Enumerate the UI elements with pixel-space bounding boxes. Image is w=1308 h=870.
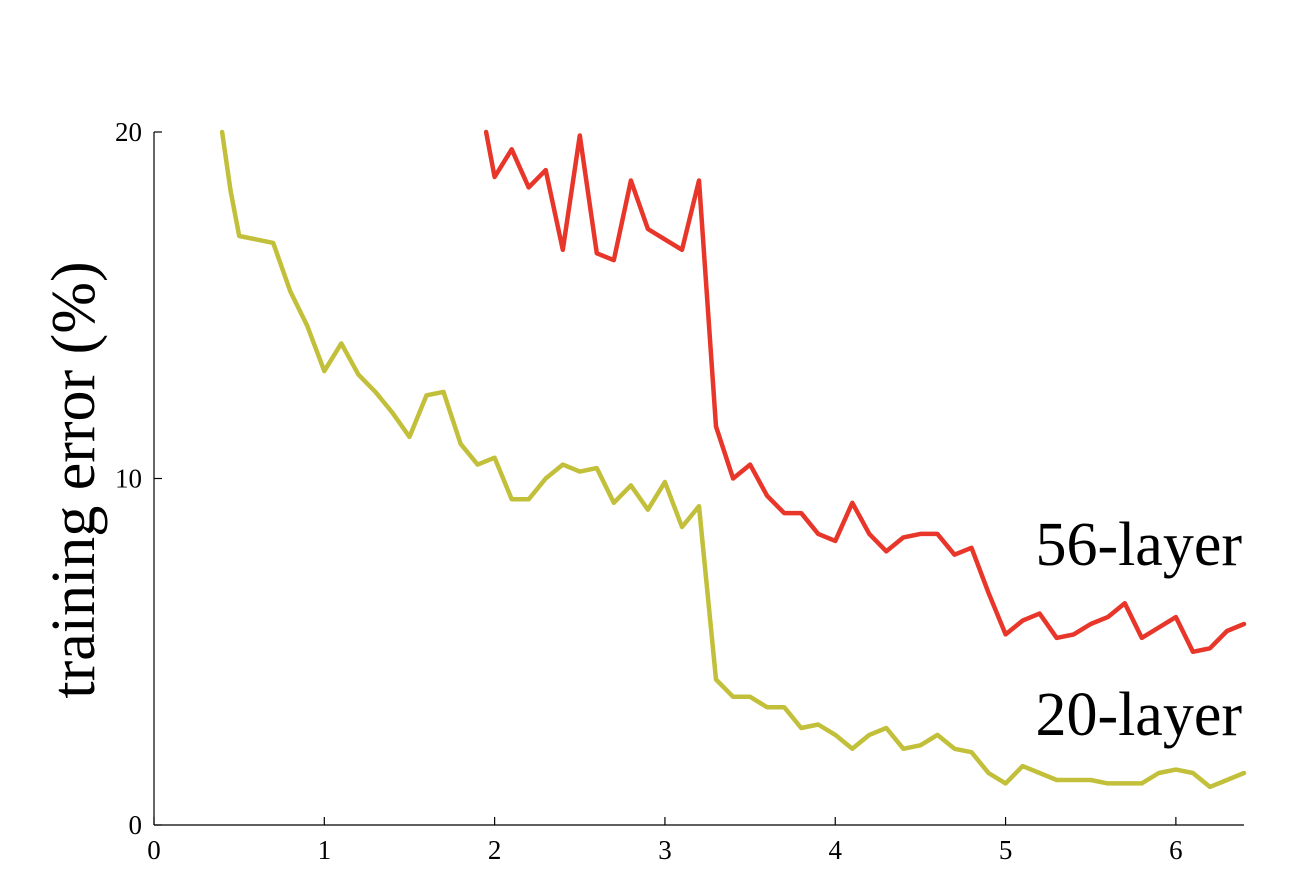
x-ticks: 0 1 2 3 4 5 6	[147, 817, 1183, 865]
y-axis-title: training error (%)	[40, 261, 108, 698]
series-labels: 56-layer 20-layer	[1035, 511, 1242, 749]
y-tick-label: 10	[115, 464, 142, 494]
series-label-56-layer: 56-layer	[1035, 511, 1242, 579]
x-tick-label: 1	[318, 835, 332, 865]
y-ticks: 0 10 20	[115, 117, 162, 840]
x-tick-label: 4	[829, 835, 843, 865]
series-line-20-layer	[219, 129, 1247, 790]
x-tick-label: 6	[1169, 835, 1183, 865]
x-tick-label: 5	[999, 835, 1013, 865]
x-tick-label: 2	[488, 835, 502, 865]
x-tick-label: 0	[147, 835, 161, 865]
series-label-20-layer: 20-layer	[1035, 681, 1242, 749]
y-tick-label: 20	[115, 117, 142, 147]
series-layer	[219, 129, 1247, 790]
y-tick-label: 0	[129, 810, 143, 840]
series-line-56-layer	[483, 129, 1247, 655]
x-tick-label: 3	[658, 835, 672, 865]
